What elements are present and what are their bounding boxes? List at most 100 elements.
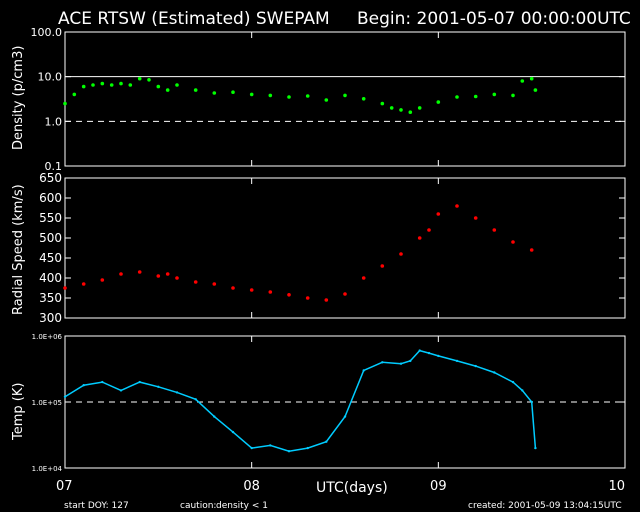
density-data-point (109, 83, 114, 87)
temp-panel: 1.0E+06 1.0E+05 1.0E+04 (32, 333, 626, 473)
temp-data-point (534, 446, 537, 450)
y-tick-label: 550 (39, 211, 62, 225)
speed-data-point (305, 296, 310, 300)
density-data-point (268, 93, 273, 98)
begin-time: Begin: 2001-05-07 00:00:00UTC (357, 9, 631, 29)
temp-data-point (213, 415, 216, 418)
y-tick-label: 1.0E+05 (32, 399, 62, 407)
x-tick-label: 09 (430, 479, 447, 494)
temp-data-point (231, 430, 235, 434)
speed-data-point (249, 288, 254, 292)
density-data-point (389, 106, 394, 110)
temp-data-point (119, 389, 123, 392)
temp-data-point (511, 380, 515, 384)
temp-data-point (427, 351, 431, 355)
density-data-point (324, 98, 329, 102)
density-data-point (529, 76, 534, 81)
density-data-point (193, 88, 198, 92)
density-data-point (520, 79, 525, 83)
temp-data-point (521, 389, 524, 392)
temp-data-point (455, 359, 459, 363)
speed-data-point (165, 272, 170, 276)
x-tick-label: 07 (56, 479, 73, 494)
temp-data-point (409, 359, 412, 363)
temp-data-point (418, 349, 421, 352)
speed-data-point (175, 276, 179, 280)
density-data-point (156, 84, 161, 89)
temp-data-point (138, 380, 141, 384)
density-data-point (361, 97, 366, 101)
x-tick-label: 10 (608, 479, 625, 494)
density-data-point (119, 81, 123, 86)
density-panel: 100.0 10.0 1.0 0.1 (31, 26, 626, 173)
y-tick-label: 0.1 (45, 160, 63, 173)
y-tick-label: 1.0 (45, 115, 63, 128)
speed-data-point (63, 286, 67, 290)
density-axis-label: Density (p/cm3) (11, 46, 26, 150)
y-tick-label: 10.0 (38, 71, 63, 84)
x-tick-label: 08 (243, 479, 260, 494)
y-tick-label: 1.0E+04 (32, 465, 63, 473)
density-data-point (81, 84, 86, 89)
speed-data-point (343, 292, 347, 296)
temp-data-point (437, 354, 440, 358)
speed-data-point (417, 236, 422, 240)
density-data-point (455, 95, 459, 99)
temp-data-point (157, 385, 160, 388)
density-data-point (165, 88, 170, 92)
density-data-point (408, 110, 413, 114)
density-data-point (380, 101, 385, 106)
temp-data-point (250, 446, 253, 450)
speed-data-point (511, 240, 515, 244)
density-data-point (511, 93, 515, 98)
temp-data-point (474, 364, 477, 368)
y-tick-label: 1.0E+06 (32, 333, 63, 341)
start-doy: start DOY: 127 (64, 501, 129, 511)
caution-label: caution: (180, 501, 216, 511)
density-data-point (212, 91, 217, 95)
temp-data-point (362, 369, 365, 372)
y-tick-label: 300 (39, 311, 62, 325)
speed-data-point (268, 290, 273, 294)
density-data-point (91, 83, 95, 87)
density-panel-frame (64, 31, 626, 167)
speed-data-point (473, 216, 478, 220)
temp-data-point (399, 362, 403, 365)
speed-data-point (212, 282, 217, 286)
temp-data-point (175, 391, 179, 394)
temp-data-point (269, 444, 272, 447)
density-data-point (533, 88, 538, 92)
speed-panel-frame (64, 177, 626, 319)
temp-data-point (381, 361, 384, 364)
temp-data-point (493, 371, 496, 374)
speed-data-point (287, 293, 291, 297)
temp-data-point (287, 450, 291, 453)
temp-series-line (64, 349, 537, 452)
speed-data-point (427, 228, 431, 232)
temp-data-point (343, 415, 347, 418)
speed-data-point (492, 228, 497, 232)
temp-axis-label: Temp (K) (11, 383, 26, 441)
temp-data-point (530, 400, 533, 404)
speed-data-point (324, 298, 329, 302)
density-data-point (417, 106, 422, 110)
density-data-point (147, 78, 151, 82)
density-data-point (473, 94, 478, 99)
y-tick-label: 650 (39, 171, 62, 185)
density-data-point (492, 92, 497, 97)
speed-data-point (231, 286, 235, 290)
temp-data-point (306, 446, 309, 450)
speed-panel: 650 600 550 500 450 400 350 300 (39, 171, 626, 325)
temp-data-point (325, 440, 328, 443)
y-tick-label: 100.0 (31, 26, 63, 39)
speed-data-point (399, 252, 403, 256)
density-data-point (175, 83, 179, 87)
density-data-point (72, 92, 77, 97)
speed-data-point (119, 272, 123, 276)
temp-data-point (194, 398, 197, 401)
speed-axis-label: Radial Speed (km/s) (11, 184, 26, 315)
density-data-point (287, 95, 291, 99)
density-data-point (399, 108, 403, 112)
speed-data-point (436, 212, 441, 216)
